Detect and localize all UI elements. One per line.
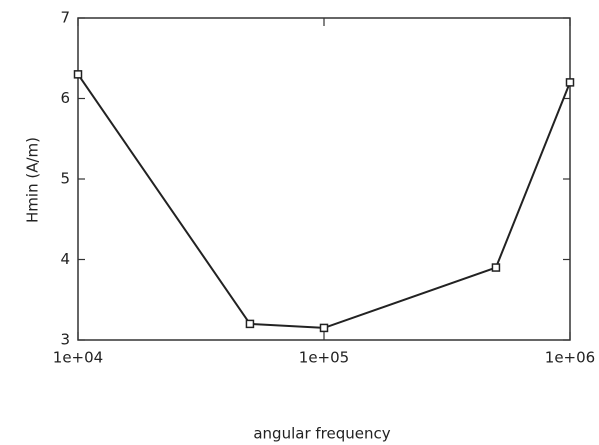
data-line	[77, 73, 571, 329]
data-point	[491, 263, 501, 272]
y-axis-label: Hmin (A/m)	[24, 137, 42, 223]
data-point	[73, 70, 83, 79]
y-tick-label: 3	[60, 331, 70, 349]
data-point	[245, 319, 255, 329]
x-axis-label: angular frequency	[253, 425, 390, 443]
y-tick-label: 7	[60, 9, 70, 27]
plot-frame	[77, 17, 571, 341]
data-point	[565, 78, 575, 87]
x-tick-label: 1e+05	[299, 349, 349, 367]
x-tick-label: 1e+06	[545, 349, 595, 367]
y-tick-label: 4	[60, 250, 70, 268]
data-point	[319, 323, 329, 333]
y-tick-label: 5	[60, 170, 70, 188]
y-tick-label: 6	[60, 89, 70, 107]
x-tick-label: 1e+04	[53, 349, 103, 367]
